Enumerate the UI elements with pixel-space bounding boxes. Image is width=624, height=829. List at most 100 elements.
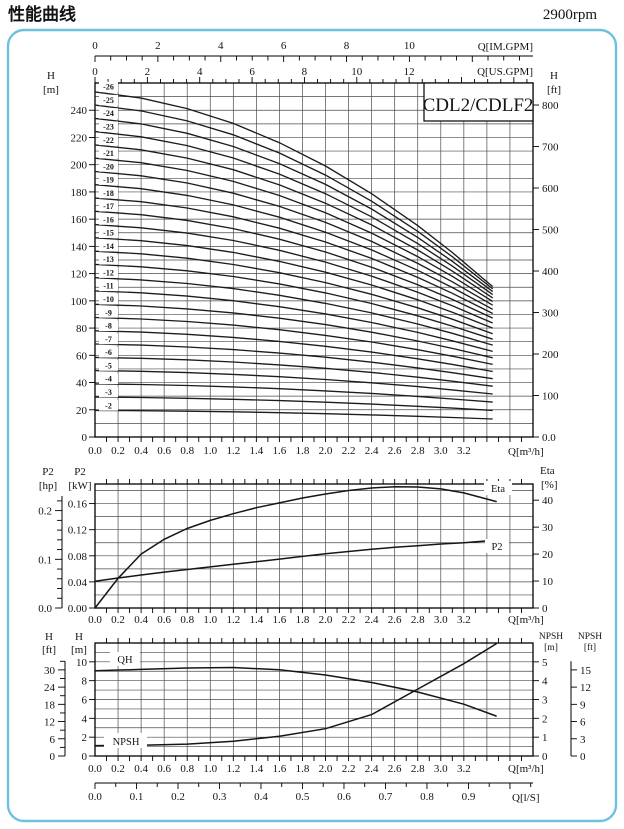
qh-ft-tick-label: 0: [50, 751, 56, 763]
ls-tick-label: 0.1: [130, 791, 144, 803]
imgpm-tick-label: 6: [281, 40, 287, 52]
qh-curve: [94, 666, 497, 717]
x-tick-label: 3.0: [434, 763, 448, 775]
qh-ft-tick-label: 30: [44, 665, 56, 677]
model-label: CDL2/CDLF2: [423, 95, 534, 116]
x-tick-label: 0.6: [157, 763, 171, 775]
h-ft-tick-label: 600: [542, 183, 559, 195]
x-tick-label: 3.2: [457, 763, 471, 775]
npsh-curve: [94, 643, 497, 747]
x-tick-label: 3.2: [457, 614, 471, 626]
stage-label: -15: [103, 229, 114, 238]
x-tick-label: 0.2: [111, 763, 125, 775]
mid-chart-flow-unit: Q[m³/h]: [508, 614, 544, 626]
x-tick-label: 2.0: [319, 763, 333, 775]
x-tick-label: 1.2: [226, 763, 240, 775]
usgpm-tick-label: 0: [92, 66, 98, 78]
npsh-curve-label-box: [104, 733, 147, 748]
h-m-tick-label: 0: [82, 432, 88, 444]
stage-label: -2: [105, 401, 112, 410]
x-tick-label: 2.2: [342, 445, 356, 457]
h-ft-tick-label: 100: [542, 391, 559, 403]
stage-label: -9: [105, 308, 112, 317]
h-m-tick-label: 60: [76, 350, 88, 362]
h-ft-tick-label: 700: [542, 142, 559, 154]
h-ft-tick-label: 300: [542, 308, 559, 320]
x-tick-label: 0.0: [88, 763, 102, 775]
stage-label: -22: [103, 136, 114, 145]
ls-tick-label: 0.7: [379, 791, 393, 803]
stage-label: -11: [103, 282, 113, 291]
usgpm-tick-label: 12: [404, 66, 415, 78]
ls-tick-label: 0.3: [213, 791, 227, 803]
stage-curve: [94, 104, 494, 290]
p2-curve: [94, 539, 497, 582]
p2-kw-tick-label: 0.04: [68, 577, 88, 589]
h-ft-tick-label: 400: [542, 266, 559, 278]
stage-label: -5: [105, 361, 112, 370]
x-tick-label: 3.0: [434, 614, 448, 626]
p2-curve-label-box: [485, 539, 509, 553]
eta-tick-label: 10: [542, 576, 554, 588]
top-chart-flow-unit: Q[m³/h]: [508, 446, 544, 458]
stage-curve: [94, 223, 493, 324]
page-title: 性能曲线: [8, 4, 76, 25]
stage-label: -19: [103, 176, 114, 185]
stage-curve: [94, 356, 493, 387]
qh-ft-axis-unit: [ft]: [42, 644, 56, 656]
h-ft-tick-label: 500: [542, 225, 559, 237]
qh-ft-tick-label: 24: [44, 682, 56, 694]
npsh-ft-tick-label: 9: [580, 699, 586, 711]
ls-axis-unit: Q[l/S]: [512, 792, 540, 804]
top-left-axis-unit: [m]: [43, 84, 59, 96]
stage-curve: [94, 210, 493, 319]
npsh-ft-axis-unit: [ft]: [584, 642, 596, 653]
npsh-m-tick-label: 0: [542, 751, 548, 763]
npsh-ft-tick-label: 12: [580, 682, 591, 694]
imgpm-tick-label: 2: [155, 40, 161, 52]
imgpm-tick-label: 10: [404, 40, 416, 52]
top-right-axis-unit: [ft]: [547, 84, 561, 96]
stage-label-box: [99, 280, 118, 292]
ls-tick-label: 0.2: [171, 791, 185, 803]
x-tick-label: 1.8: [296, 445, 310, 457]
stage-label: -8: [105, 322, 112, 331]
h-m-tick-label: 40: [76, 378, 88, 390]
stage-curve: [94, 144, 494, 299]
h-m-tick-label: 100: [71, 296, 88, 308]
stage-label-box: [99, 94, 118, 106]
x-tick-label: 1.0: [203, 614, 217, 626]
stage-label: -7: [105, 335, 112, 344]
qh-m-tick-label: 10: [76, 657, 88, 669]
stage-label: -6: [105, 348, 112, 357]
ls-tick-label: 0.8: [420, 791, 434, 803]
x-tick-label: 0.4: [134, 614, 148, 626]
stage-curve: [94, 197, 494, 315]
npsh-ft-tick-label: 15: [580, 665, 592, 677]
eta-tick-label: 20: [542, 549, 554, 561]
stage-label-box: [99, 307, 118, 318]
stage-label-box: [99, 360, 118, 371]
qh-m-tick-label: 2: [82, 732, 88, 744]
x-tick-label: 1.6: [273, 445, 287, 457]
eta-curve-label: Eta: [491, 484, 505, 495]
x-tick-label: 2.2: [342, 763, 356, 775]
stage-label: -18: [103, 189, 114, 198]
x-tick-label: 1.4: [249, 614, 263, 626]
stage-label: -24: [103, 109, 114, 118]
p2-hp-tick-label: 0.0: [38, 603, 52, 615]
x-tick-label: 3.2: [457, 445, 471, 457]
h-m-tick-label: 140: [71, 241, 88, 253]
qh-m-tick-label: 8: [82, 676, 88, 688]
stage-curve: [94, 157, 494, 302]
qh-ft-tick-label: 6: [50, 734, 56, 746]
stage-curve: [94, 316, 493, 366]
x-tick-label: 0.2: [111, 445, 125, 457]
stage-label-box: [99, 227, 118, 239]
npsh-ft-tick-label: 0: [580, 751, 586, 763]
npsh-ft-axis-name: NPSH: [578, 632, 602, 642]
x-tick-label: 2.4: [365, 763, 379, 775]
stage-label-box: [99, 333, 118, 345]
x-tick-label: 1.2: [226, 445, 240, 457]
x-tick-label: 0.6: [157, 445, 171, 457]
